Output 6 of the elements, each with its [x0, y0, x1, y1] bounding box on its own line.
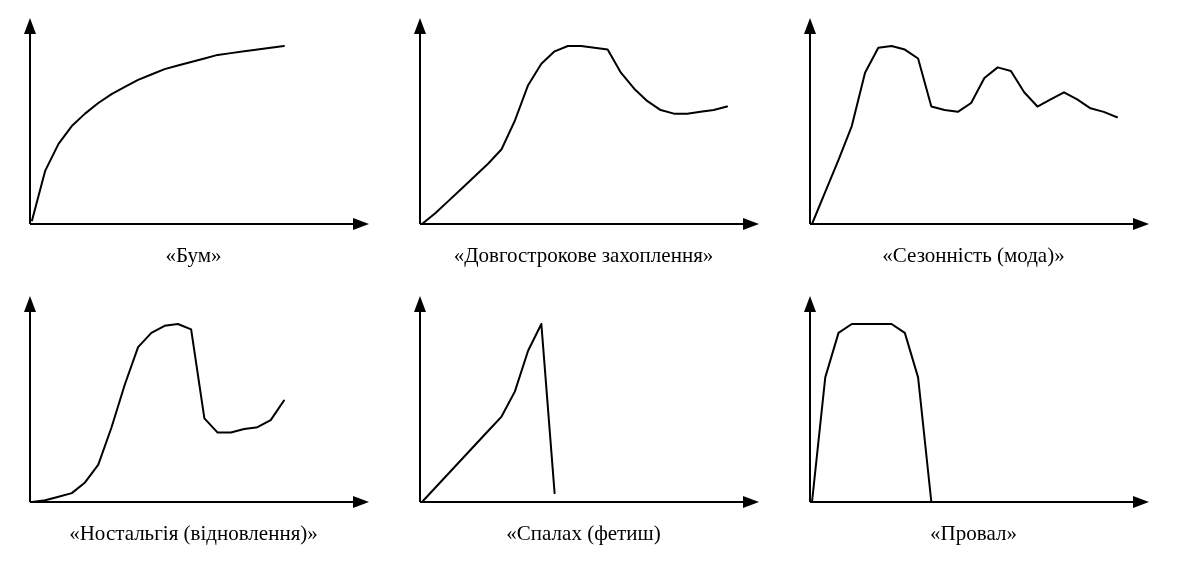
- x-axis-title: «Сезонність (мода)»: [882, 243, 1065, 267]
- x-axis-title: «Бум»: [165, 243, 222, 267]
- x-axis-title: «Довгострокове захоплення»: [453, 243, 714, 267]
- x-axis-title: «Провал»: [930, 521, 1017, 545]
- x-axis-title: «Спалах (фетиш): [506, 521, 661, 545]
- x-axis-title: «Ностальгія (відновлення)»: [69, 521, 318, 545]
